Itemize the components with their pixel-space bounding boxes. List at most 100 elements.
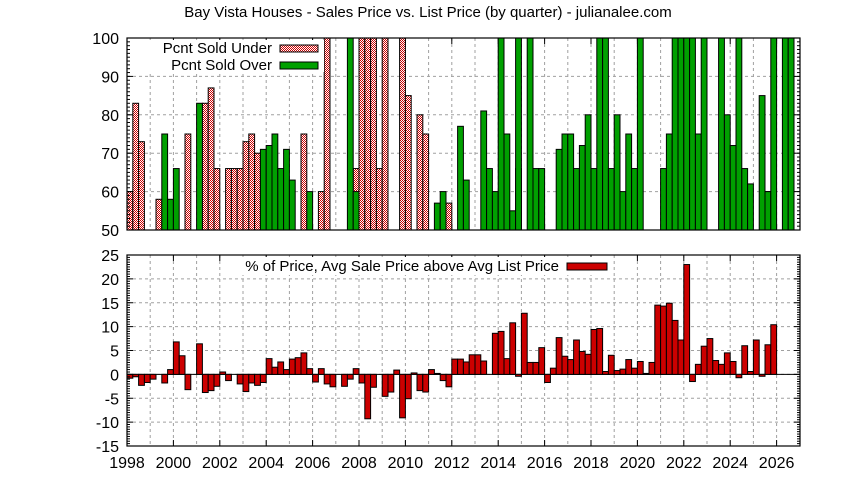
- bar-price-diff: [503, 358, 511, 375]
- bar-price-diff: [770, 324, 778, 375]
- bar-sold-under: [399, 37, 406, 231]
- bar-price-diff: [161, 373, 169, 384]
- bar-price-diff: [712, 360, 720, 375]
- bar-price-diff: [387, 373, 395, 393]
- bottom-chart-grid: [127, 255, 801, 446]
- bar-sold-under: [364, 37, 372, 231]
- bar-price-diff: [735, 373, 743, 379]
- bar-price-diff: [526, 361, 534, 375]
- x-tick-label: 2014: [480, 455, 516, 472]
- top-chart-y-axis: 50 60 70 80 90 100: [92, 31, 800, 240]
- bar-price-diff: [515, 373, 522, 377]
- bar-sold-under: [230, 168, 238, 231]
- bar-price-diff: [196, 343, 203, 375]
- bar-price-diff: [532, 361, 540, 375]
- bar-price-diff: [497, 330, 505, 375]
- bar-price-diff: [758, 373, 766, 377]
- bar-sold-over: [607, 168, 615, 231]
- bar-price-diff: [660, 305, 667, 375]
- top-chart-legend: Pcnt Sold Under Pcnt Sold Over: [146, 40, 324, 74]
- bar-price-diff: [584, 353, 592, 375]
- bar-sold-over: [172, 168, 180, 231]
- bar-price-diff: [352, 368, 360, 375]
- bar-sold-under: [370, 37, 377, 231]
- bar-sold-under: [213, 168, 221, 231]
- bar-price-diff: [718, 363, 725, 375]
- bar-price-diff: [283, 369, 290, 375]
- bar-price-diff: [346, 373, 354, 380]
- bar-sold-over: [590, 168, 598, 231]
- bar-sold-over: [306, 191, 314, 231]
- bar-sold-under: [184, 133, 192, 231]
- bar-sold-over: [584, 114, 592, 231]
- legend-label-over: Pcnt Sold Over: [171, 57, 272, 74]
- bar-sold-over: [196, 102, 203, 231]
- bottom-chart-panel: -15 -10 -5 0 5 10 15 20 25 1998 2000 2002 2004 2006 2…: [96, 248, 801, 472]
- bar-price-diff: [648, 361, 656, 375]
- y-tick-label: 10: [101, 320, 119, 337]
- x-tick-label: 2004: [248, 455, 284, 472]
- y-tick-label: 0: [110, 367, 119, 384]
- bar-sold-under: [201, 102, 209, 231]
- x-tick-label: 2012: [434, 455, 470, 472]
- bar-sold-over: [787, 37, 795, 231]
- bar-sold-over: [503, 133, 511, 231]
- bar-sold-under: [138, 141, 145, 231]
- bar-sold-over: [497, 37, 505, 231]
- bar-sold-over: [283, 148, 290, 231]
- bar-sold-over: [758, 95, 766, 231]
- bar-price-diff: [329, 373, 337, 388]
- bar-sold-over: [486, 168, 493, 231]
- bar-price-diff: [259, 373, 267, 383]
- bar-sold-over: [747, 183, 754, 231]
- bar-price-diff: [474, 354, 482, 375]
- y-tick-label: -10: [96, 415, 119, 432]
- bar-sold-over: [735, 37, 743, 231]
- y-tick-label: -15: [96, 439, 119, 456]
- bar-sold-over: [277, 168, 285, 231]
- bar-price-diff: [764, 344, 772, 375]
- legend-swatch-over: [279, 61, 319, 70]
- bar-price-diff: [665, 302, 673, 375]
- y-tick-label: 70: [101, 146, 119, 163]
- bar-sold-under: [132, 102, 140, 231]
- bar-price-diff: [312, 373, 319, 383]
- bar-sold-over: [619, 191, 627, 231]
- bar-price-diff: [752, 339, 760, 375]
- bar-sold-over: [538, 168, 546, 231]
- x-tick-label: 2000: [156, 455, 192, 472]
- bar-price-diff: [201, 373, 209, 394]
- bar-sold-over: [480, 110, 488, 231]
- bar-sold-under: [317, 191, 325, 231]
- bar-price-diff: [607, 354, 615, 375]
- bar-price-diff: [509, 322, 517, 375]
- bar-price-diff: [706, 338, 714, 375]
- bar-sold-over: [718, 37, 725, 231]
- bar-price-diff: [416, 373, 424, 392]
- bar-price-diff: [433, 372, 441, 375]
- legend-label-diff: % of Price, Avg Sale Price above Avg Lis…: [245, 258, 559, 275]
- bar-price-diff: [132, 373, 140, 378]
- bar-price-diff: [323, 373, 331, 385]
- bar-sold-over: [167, 198, 174, 231]
- bar-price-diff: [184, 373, 192, 391]
- bar-sold-over: [526, 37, 534, 231]
- bar-price-diff: [317, 368, 325, 375]
- bar-sold-over: [491, 191, 499, 231]
- bar-price-diff: [689, 373, 696, 383]
- x-tick-label: 2018: [573, 455, 609, 472]
- bar-sold-over: [683, 37, 691, 231]
- bar-sold-over: [741, 168, 749, 231]
- y-tick-label: 5: [110, 344, 119, 361]
- y-tick-label: 50: [101, 223, 119, 240]
- bar-price-diff: [306, 368, 314, 375]
- bar-sold-over: [532, 168, 540, 231]
- bar-price-diff: [747, 371, 754, 375]
- bottom-chart-legend: % of Price, Avg Sale Price above Avg Lis…: [222, 257, 612, 275]
- bar-price-diff: [178, 355, 186, 375]
- bar-price-diff: [341, 373, 348, 387]
- bar-price-diff: [625, 359, 633, 375]
- bar-sold-over: [561, 133, 569, 231]
- bar-sold-over: [723, 114, 731, 231]
- bar-price-diff: [445, 373, 453, 388]
